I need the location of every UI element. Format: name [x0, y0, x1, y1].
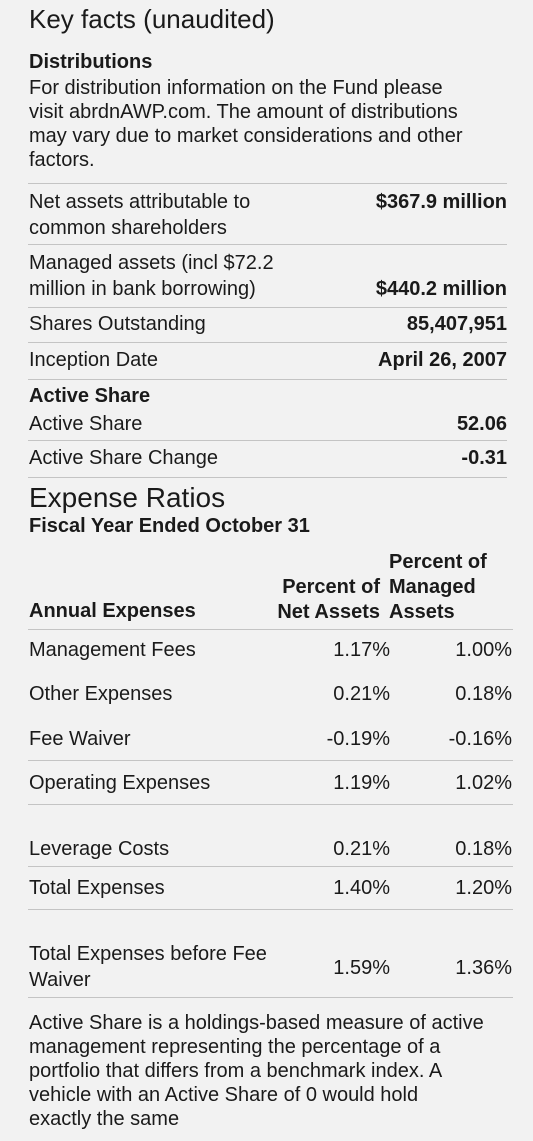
expense-row-net: 0.21%	[333, 683, 390, 705]
col-header-managed-assets: Percent of Managed Assets	[389, 551, 487, 623]
expense-row-net: 1.40%	[333, 877, 390, 899]
expense-row-net: 1.17%	[333, 639, 390, 661]
expense-row-label: Fee Waiver	[29, 728, 131, 750]
expense-ratios-title: Expense Ratios	[29, 482, 226, 513]
expense-row-net: 0.21%	[333, 838, 390, 860]
expense-row-managed: 0.18%	[455, 838, 512, 860]
expense-row-managed: -0.16%	[448, 728, 512, 750]
expense-row-net: -0.19%	[326, 728, 390, 750]
fact-label-net-assets: Net assets attributable to common shareh…	[29, 191, 251, 239]
fact-value-shares-outstanding: 85,407,951	[406, 313, 507, 335]
expense-row-label: Other Expenses	[29, 683, 173, 705]
active-share-heading: Active Share	[29, 385, 151, 407]
expense-row-managed: 1.36%	[455, 957, 512, 979]
divider	[28, 183, 507, 184]
divider	[28, 866, 513, 867]
distributions-heading: Distributions	[29, 51, 153, 73]
fact-value-inception-date: April 26, 2007	[378, 349, 507, 371]
active-share-change-label: Active Share Change	[29, 447, 219, 469]
expense-row-managed: 1.02%	[455, 772, 512, 794]
divider	[28, 760, 513, 761]
fact-label-managed-assets: Managed assets (incl $72.2 million in ba…	[29, 252, 274, 300]
expense-row-net: 1.19%	[333, 772, 390, 794]
expense-row-label: Management Fees	[29, 639, 196, 661]
expense-row-label: Total Expenses before Fee Waiver	[29, 943, 267, 991]
active-share-value: 52.06	[456, 413, 507, 435]
divider	[28, 909, 513, 910]
divider	[28, 342, 507, 343]
divider	[28, 440, 507, 441]
page-title: Key facts (unaudited)	[29, 4, 275, 34]
divider	[28, 244, 507, 245]
expense-row-label: Total Expenses	[29, 877, 165, 899]
fact-value-managed-assets: $440.2 million	[375, 278, 507, 300]
active-share-change-value: -0.31	[461, 447, 507, 469]
divider	[28, 307, 507, 308]
active-share-label: Active Share	[29, 413, 143, 435]
fact-label-shares-outstanding: Shares Outstanding	[29, 313, 206, 335]
divider	[28, 379, 507, 380]
fact-label-inception-date: Inception Date	[29, 349, 158, 371]
col-header-annual-expenses: Annual Expenses	[29, 600, 196, 622]
divider	[28, 804, 513, 805]
expense-row-managed: 1.20%	[455, 877, 512, 899]
expense-row-label: Operating Expenses	[29, 772, 211, 794]
active-share-definition: Active Share is a holdings-based measure…	[29, 1012, 484, 1130]
col-header-net-assets: Percent of Net Assets	[277, 576, 380, 623]
expense-row-managed: 1.00%	[455, 639, 512, 661]
divider	[28, 477, 507, 478]
fact-value-net-assets: $367.9 million	[375, 191, 507, 213]
distributions-text: For distribution information on the Fund…	[29, 77, 463, 171]
expense-row-managed: 0.18%	[455, 683, 512, 705]
expense-row-net: 1.59%	[333, 957, 390, 979]
divider	[28, 997, 513, 998]
expense-ratios-subtitle: Fiscal Year Ended October 31	[29, 515, 310, 537]
divider	[28, 629, 513, 630]
expense-row-label: Leverage Costs	[29, 838, 170, 860]
